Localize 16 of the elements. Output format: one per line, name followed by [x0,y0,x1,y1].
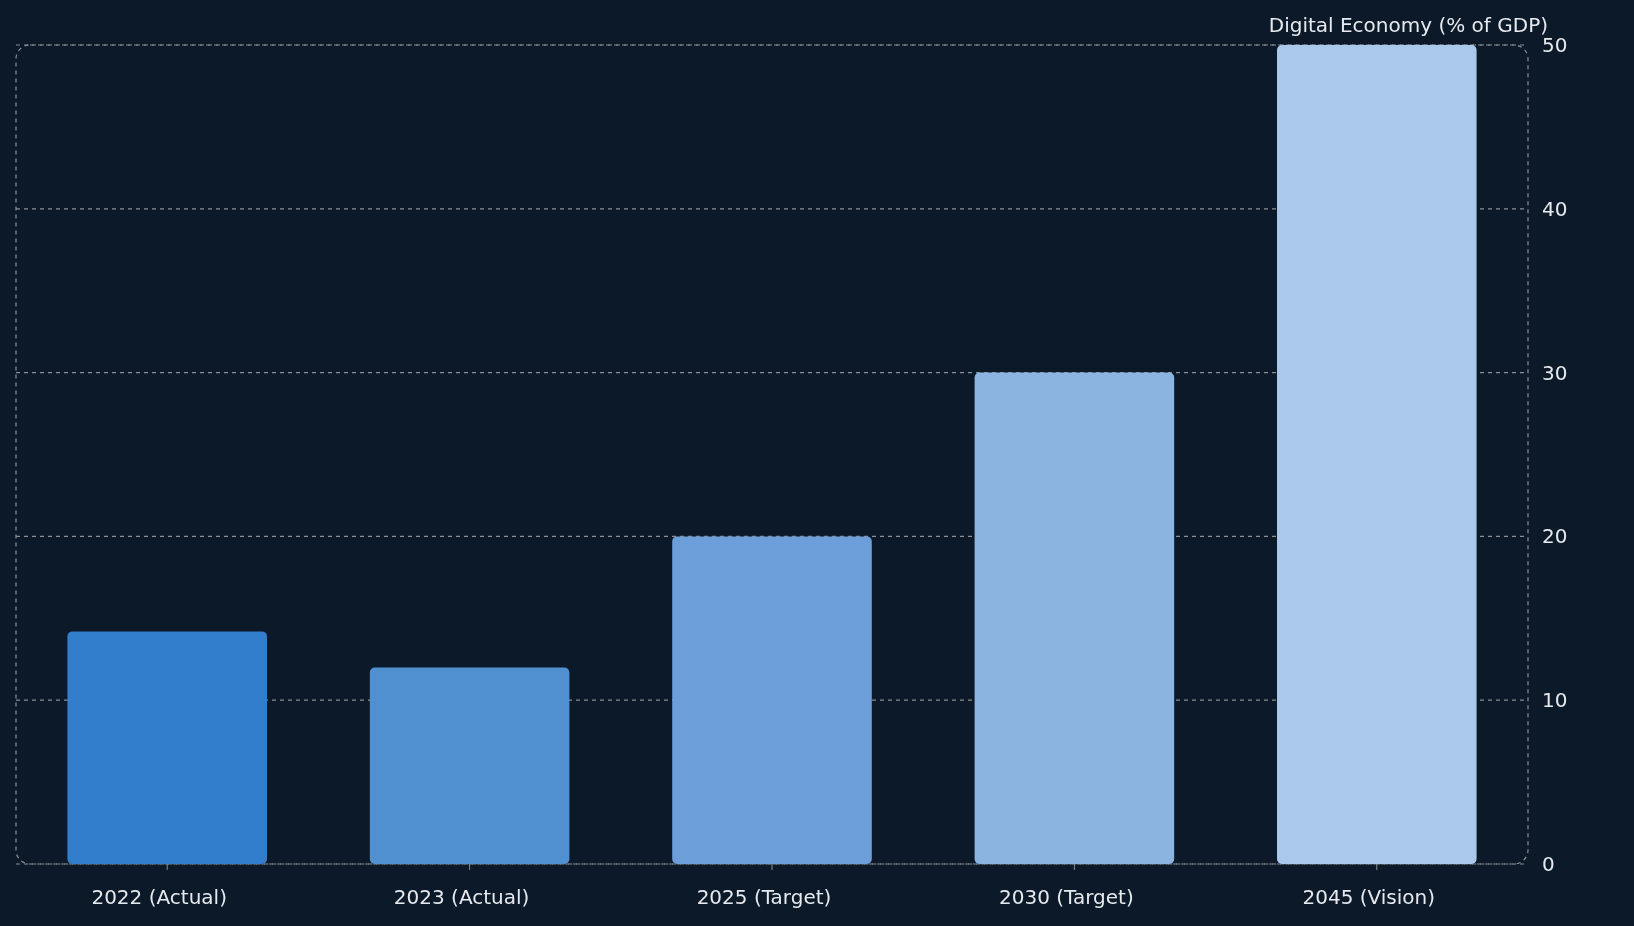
y-axis-title: Digital Economy (% of GDP) [1268,13,1548,37]
y-tick-label: 30 [1542,360,1568,385]
y-tick-label: 0 [1542,852,1555,876]
bar [67,631,267,864]
x-tick-label: 2025 (Target) [696,885,832,909]
bar [974,372,1175,864]
x-tick-label: 2022 (Actual) [91,885,227,909]
bar [672,536,872,864]
bar [369,667,570,864]
y-tick-label: 40 [1542,196,1568,221]
x-tick-label: 2023 (Actual) [393,885,530,909]
y-tick-label: 20 [1542,524,1568,549]
x-tick-label: 2045 (Vision) [1302,885,1436,909]
x-tick-label: 2030 (Target) [999,885,1134,909]
y-tick-label: 10 [1542,688,1568,713]
bar [1277,45,1477,864]
